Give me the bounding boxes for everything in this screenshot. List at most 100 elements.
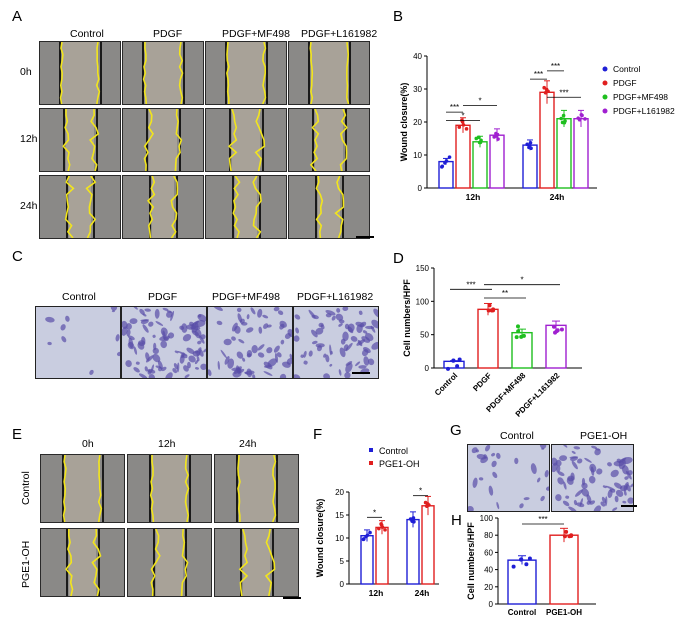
legend-marker — [602, 94, 608, 100]
cell-blob — [496, 452, 501, 459]
bar — [360, 534, 374, 585]
cell-blob — [594, 448, 601, 451]
significance-mark: * — [419, 487, 422, 496]
cell-blob — [236, 351, 244, 359]
cell-blob — [180, 352, 185, 359]
cell-blob — [604, 496, 608, 507]
cell-blob — [216, 320, 223, 326]
data-point — [524, 562, 529, 567]
column-label: PGE1-OH — [580, 430, 628, 442]
row-label: PGE1-OH — [20, 540, 32, 588]
stained-cells — [552, 445, 633, 511]
cell-blob — [323, 373, 330, 378]
data-point — [525, 142, 529, 147]
panel-label-g: G — [450, 422, 462, 439]
cell-blob — [331, 315, 336, 321]
cell-blob — [239, 318, 245, 324]
cell-blob — [562, 445, 568, 448]
significance-mark: *** — [551, 62, 560, 71]
cell-blob — [176, 362, 180, 373]
cell-blob — [607, 462, 612, 467]
stained-cells — [122, 307, 206, 378]
row-label: Control — [20, 471, 32, 505]
wound-edge-line — [85, 176, 97, 238]
cell-blob — [630, 483, 633, 488]
cell-blob — [203, 348, 206, 353]
cell-blob — [125, 360, 132, 368]
wound-border-trace — [237, 455, 277, 522]
cell-blob — [45, 316, 55, 323]
cell-blob — [540, 495, 545, 502]
cell-blob — [122, 326, 128, 336]
cell-blob — [472, 477, 478, 488]
cell-blob — [367, 358, 375, 366]
cell-blob — [295, 327, 300, 334]
data-point — [551, 324, 556, 329]
data-point — [457, 357, 462, 362]
cell-blob — [217, 361, 220, 370]
cell-blob — [325, 354, 330, 363]
wound-edge-line — [149, 455, 155, 522]
y-tick-label: 20 — [335, 488, 344, 497]
cell-blob — [184, 374, 190, 378]
cell-blob — [258, 326, 263, 334]
wound-border-trace — [226, 42, 267, 104]
scratch-edge — [146, 109, 148, 171]
cell-blob — [491, 460, 497, 468]
bar — [522, 144, 538, 189]
y-tick-label: 20 — [413, 118, 422, 127]
wound-edge-line — [97, 455, 103, 522]
column-label: 24h — [239, 438, 257, 450]
cell-blob — [237, 368, 242, 373]
scale-bar — [621, 505, 637, 507]
wound-edge-line — [238, 529, 249, 596]
cell-blob — [347, 326, 354, 334]
cell-blob — [571, 450, 576, 454]
cell-blob — [281, 361, 291, 368]
cell-blob — [588, 475, 596, 484]
cell-blob — [198, 314, 202, 318]
column-label: PDGF+MF498 — [222, 28, 290, 40]
cell-blob — [279, 373, 287, 378]
cell-blob — [573, 446, 581, 450]
cell-blob — [614, 495, 619, 503]
cell-blob — [251, 345, 258, 354]
wound-border-trace — [65, 529, 102, 596]
cell-blob — [358, 365, 367, 369]
cell-blob — [373, 308, 378, 318]
cell-blob — [586, 494, 592, 504]
cell-blob — [61, 336, 67, 343]
bar — [455, 124, 471, 189]
scratch-edge — [308, 42, 310, 104]
y-tick-label: 10 — [413, 151, 422, 160]
data-point — [555, 328, 560, 333]
data-point — [368, 530, 372, 535]
transwell-micrograph — [35, 306, 121, 379]
column-label: 0h — [82, 438, 94, 450]
data-point — [492, 135, 496, 139]
y-axis-title: Wound closure(%) — [315, 499, 325, 578]
cell-blob — [340, 338, 346, 345]
scratch-edge — [179, 109, 181, 171]
legend-label: PDGF+MF498 — [613, 92, 668, 102]
cell-blob — [152, 347, 159, 355]
micrograph-tile — [127, 528, 212, 597]
wound-gap — [311, 42, 347, 104]
cell-blob — [231, 322, 238, 332]
cell-blob — [338, 323, 343, 327]
cell-blob — [157, 360, 163, 370]
cell-blob — [147, 369, 152, 375]
data-point — [487, 303, 492, 308]
cell-blob — [624, 476, 629, 480]
row-label: 0h — [20, 66, 32, 78]
cell-blob — [329, 363, 333, 367]
data-point — [583, 117, 587, 121]
scratch-edge — [262, 109, 264, 171]
wound-border-trace — [59, 42, 101, 104]
wound-edge-line — [142, 42, 148, 104]
cell-blob — [236, 307, 242, 313]
micrograph-tile — [288, 108, 370, 172]
cell-blob — [250, 307, 256, 315]
cell-blob — [162, 307, 169, 311]
wound-edge-line — [254, 109, 266, 171]
